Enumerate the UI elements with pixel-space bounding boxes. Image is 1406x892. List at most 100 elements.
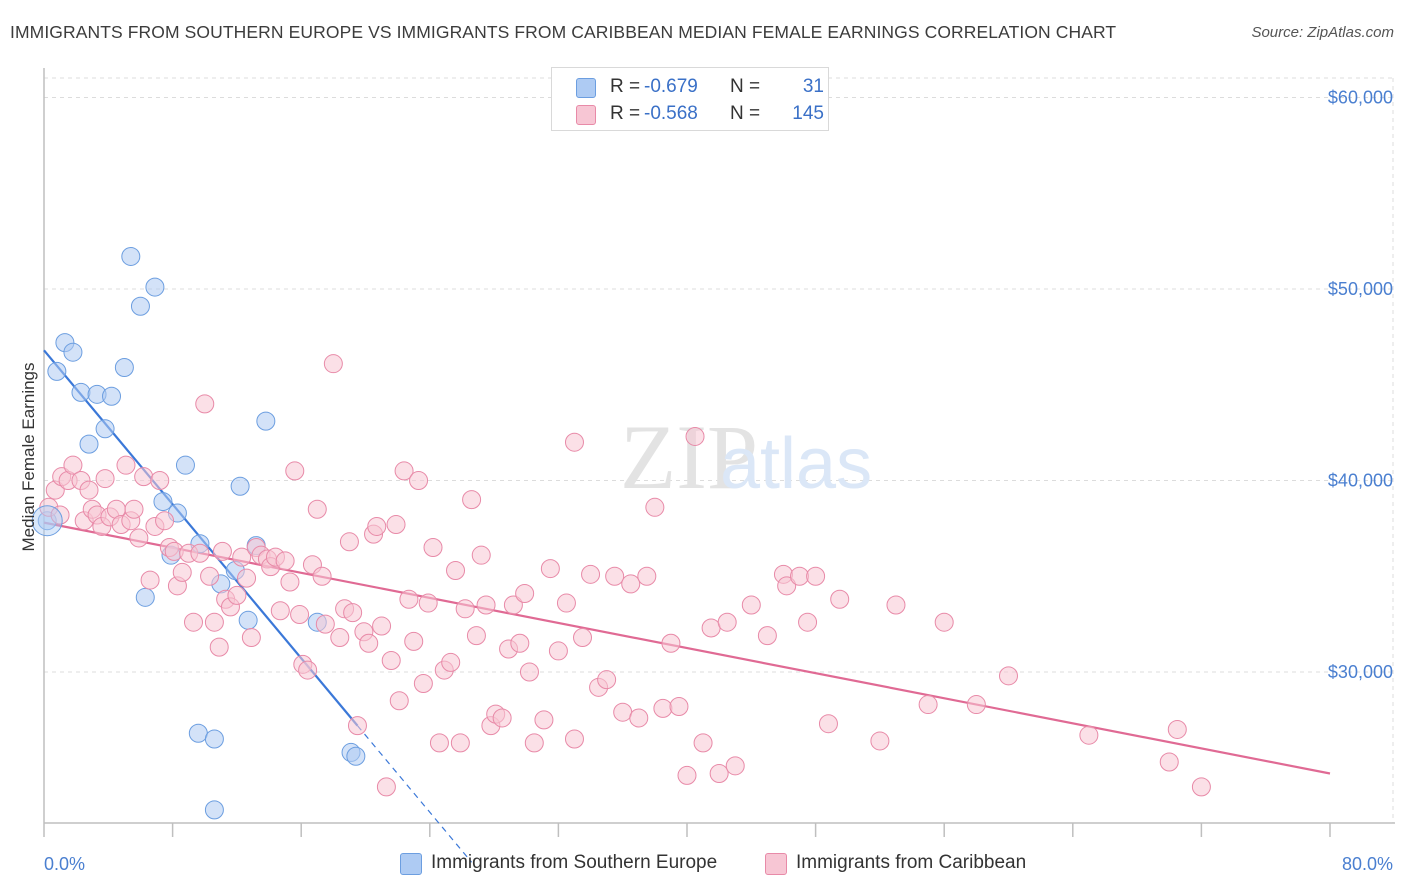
point-caribbean (777, 576, 797, 596)
y-axis-title: Median Female Earnings (19, 363, 38, 552)
point-caribbean (285, 461, 305, 481)
point-caribbean (79, 480, 99, 500)
point-caribbean (376, 777, 396, 797)
legend-r-label: R = (610, 103, 641, 124)
point-caribbean (685, 426, 705, 446)
point-southern-europe (102, 386, 122, 406)
point-caribbean (399, 589, 419, 609)
point-caribbean (503, 595, 523, 615)
point-caribbean (227, 585, 247, 605)
point-caribbean (548, 641, 568, 661)
legend-r-value: -0.568 (644, 103, 698, 124)
point-caribbean (476, 595, 496, 615)
point-caribbean (418, 593, 438, 613)
point-caribbean (605, 566, 625, 586)
y-tick-label: $50,000 (1328, 279, 1393, 299)
point-caribbean (669, 696, 689, 716)
legend-r-label: R = (610, 76, 641, 97)
x-tick-label: 0.0% (44, 854, 85, 874)
legend-swatch-blue (400, 853, 422, 875)
point-caribbean (450, 733, 470, 753)
point-caribbean (134, 467, 154, 487)
legend-n-label: N = (730, 76, 761, 97)
point-southern-europe (130, 296, 150, 316)
point-caribbean (757, 626, 777, 646)
point-caribbean (270, 601, 290, 621)
point-southern-europe (188, 723, 208, 743)
point-southern-europe (95, 419, 115, 439)
point-caribbean (209, 637, 229, 657)
point-caribbean (471, 545, 491, 565)
point-caribbean (423, 538, 443, 558)
point-caribbean (172, 562, 192, 582)
point-caribbean (389, 691, 409, 711)
point-caribbean (183, 612, 203, 632)
point-caribbean (466, 626, 486, 646)
point-caribbean (870, 731, 890, 751)
point-caribbean (212, 541, 232, 561)
point-caribbean (966, 695, 986, 715)
legend-swatch-blue (576, 78, 596, 98)
point-caribbean (367, 516, 387, 536)
point-caribbean (330, 628, 350, 648)
point-southern-europe (135, 587, 155, 607)
point-caribbean (741, 595, 761, 615)
point-caribbean (150, 471, 170, 490)
point-southern-europe (153, 492, 173, 512)
point-caribbean (462, 490, 482, 510)
point-caribbean (455, 599, 475, 619)
point-caribbean (441, 652, 461, 672)
legend-n-value: 31 (802, 76, 824, 97)
legend-label: Immigrants from Southern Europe (431, 852, 718, 873)
point-caribbean (637, 566, 657, 586)
point-caribbean (524, 733, 544, 753)
point-caribbean (298, 660, 318, 680)
point-caribbean (241, 628, 261, 648)
point-caribbean (429, 733, 449, 753)
point-southern-europe (204, 800, 224, 820)
point-caribbean (312, 566, 332, 586)
point-caribbean (564, 729, 584, 749)
legend-swatch-pink (765, 853, 787, 875)
point-caribbean (540, 559, 560, 579)
point-caribbean (190, 543, 210, 563)
trend-line-caribbean (43, 521, 1331, 775)
point-caribbean (124, 499, 144, 519)
data-points (31, 246, 1211, 820)
point-caribbean (830, 589, 850, 609)
point-southern-europe (230, 476, 250, 496)
watermark-atlas: atlas (720, 424, 872, 504)
legend-swatch-pink (576, 105, 596, 125)
point-southern-europe (204, 729, 224, 749)
point-caribbean (1191, 777, 1211, 797)
point-caribbean (573, 628, 593, 648)
y-tick-label: $60,000 (1328, 88, 1393, 108)
point-caribbean (339, 532, 359, 552)
axis-labels: $30,000 $40,000 $50,000 $60,000 0.0% 80.0% Med… (19, 88, 1393, 875)
point-caribbean (653, 698, 673, 718)
point-caribbean (290, 605, 310, 625)
point-caribbean (50, 505, 70, 525)
point-caribbean (629, 708, 649, 728)
trend-line-extension (357, 725, 473, 863)
point-caribbean (1167, 719, 1187, 739)
point-caribbean (492, 708, 512, 728)
point-caribbean (597, 670, 617, 690)
point-caribbean (315, 614, 335, 634)
legend-n-label: N = (730, 103, 761, 124)
point-caribbean (581, 564, 601, 584)
point-caribbean (204, 612, 224, 632)
point-caribbean (372, 616, 392, 636)
legend-r-value: -0.679 (644, 76, 698, 97)
point-southern-europe (71, 382, 91, 402)
y-tick-label: $40,000 (1328, 471, 1393, 491)
point-caribbean (381, 651, 401, 671)
point-caribbean (519, 662, 539, 682)
point-caribbean (798, 612, 818, 632)
point-caribbean (918, 695, 938, 715)
point-caribbean (307, 499, 327, 519)
point-caribbean (200, 566, 220, 586)
point-southern-europe (256, 411, 276, 431)
source-label: Source: ZipAtlas.com (1251, 24, 1394, 41)
point-caribbean (237, 568, 257, 588)
